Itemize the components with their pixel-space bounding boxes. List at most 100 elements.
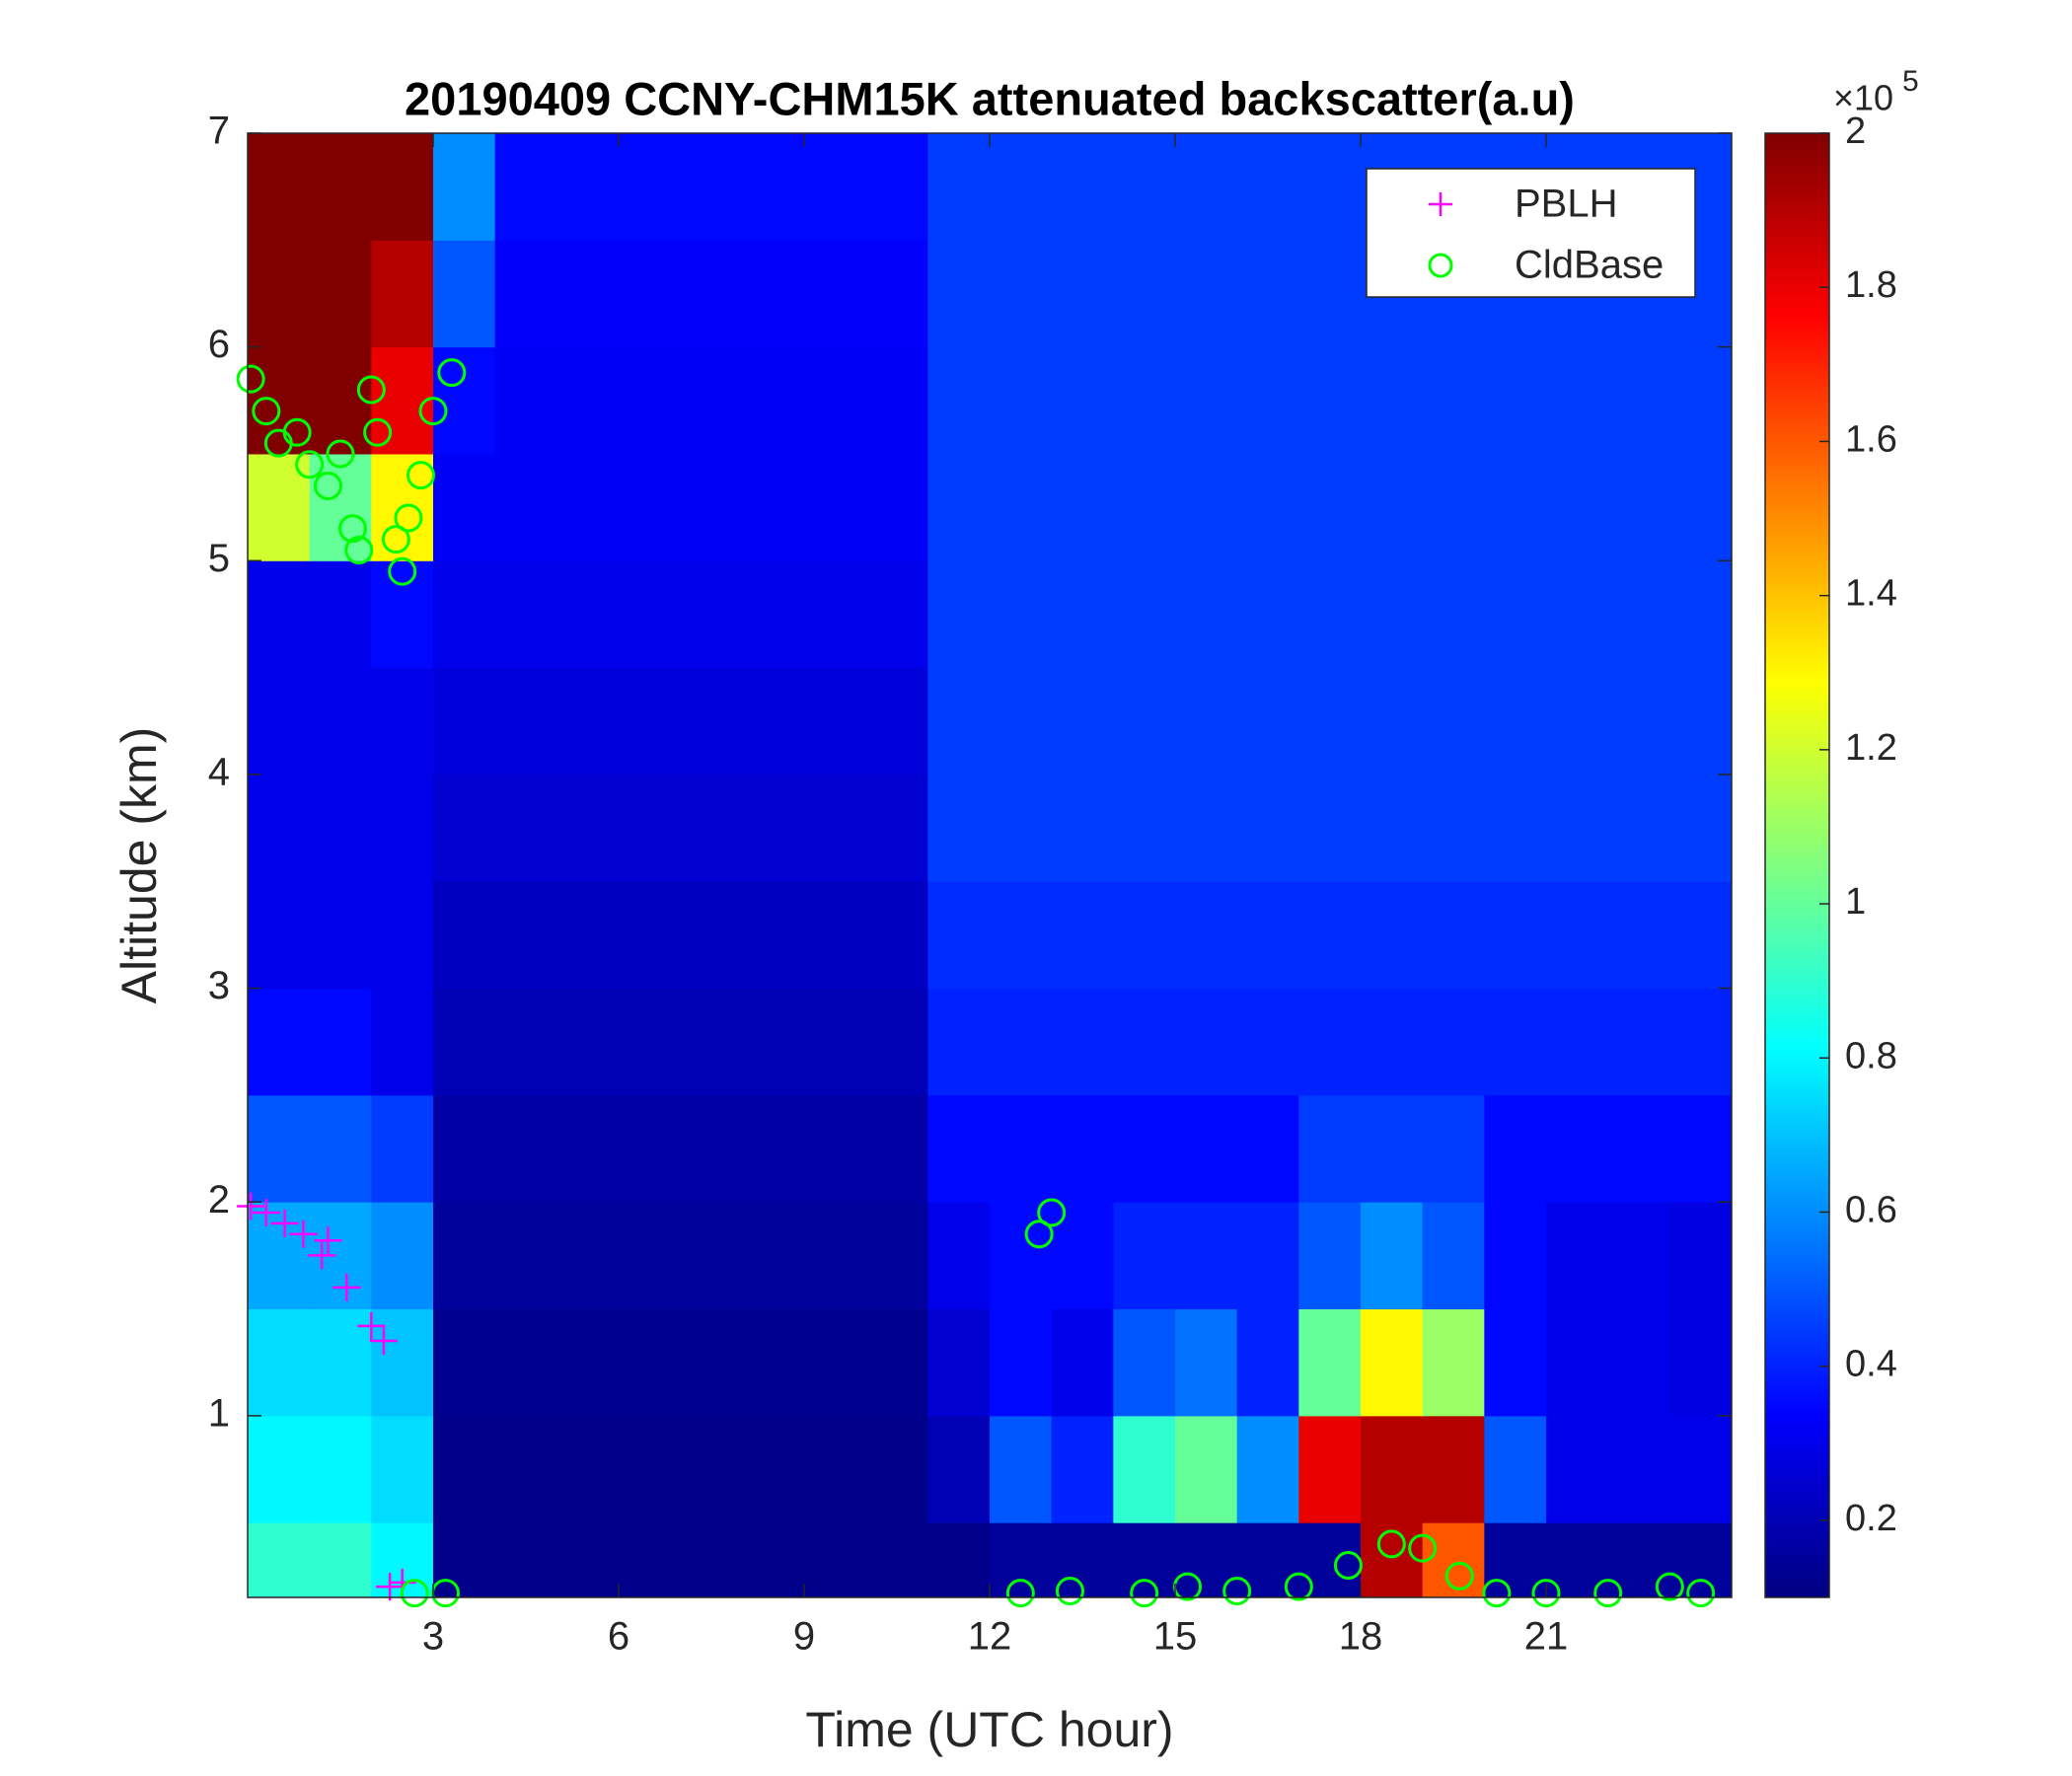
heatmap-cell: [680, 453, 743, 561]
heatmap-cell: [680, 667, 743, 776]
heatmap-cell: [742, 881, 805, 990]
heatmap-cell: [1051, 1094, 1114, 1203]
heatmap-cell: [990, 774, 1053, 882]
cldbase-marker: [1333, 1551, 1363, 1581]
heatmap-cell: [1607, 1308, 1670, 1417]
heatmap-cell: [1607, 1094, 1670, 1203]
heatmap-cell: [742, 1415, 805, 1523]
heatmap-cell: [1236, 133, 1299, 241]
heatmap-cell: [927, 346, 991, 455]
heatmap-cell: [1298, 133, 1362, 241]
heatmap-cell: [1422, 1094, 1485, 1203]
heatmap-cell: [1236, 560, 1299, 669]
cldbase-marker: [1686, 1579, 1716, 1608]
heatmap-cell: [309, 1522, 372, 1597]
heatmap-cell: [309, 240, 372, 348]
heatmap-cell: [804, 1308, 867, 1417]
heatmap-cell: [371, 988, 434, 1096]
heatmap-cell: [1236, 774, 1299, 882]
heatmap-cell: [1361, 1308, 1424, 1417]
cldbase-marker: [388, 556, 417, 586]
heatmap-cell: [990, 346, 1053, 455]
heatmap-cell: [1422, 1415, 1485, 1523]
heatmap-cell: [1236, 1094, 1299, 1203]
heatmap-cell: [1669, 774, 1732, 882]
heatmap-cell: [619, 1522, 682, 1597]
heatmap-cell: [1051, 560, 1114, 669]
x-tick-label: 9: [793, 1615, 815, 1659]
heatmap-cell: [494, 774, 557, 882]
heatmap-cell: [927, 667, 991, 776]
heatmap-cell: [1669, 1202, 1732, 1310]
colorbar-tick-label: 1: [1845, 881, 1866, 923]
heatmap-cell: [927, 560, 991, 669]
heatmap-cell: [433, 240, 496, 348]
colorbar-tick-label: 0.2: [1845, 1498, 1897, 1539]
heatmap-cell: [865, 1308, 928, 1417]
y-tick-label: 5: [208, 537, 230, 580]
heatmap-cell: [742, 667, 805, 776]
cldbase-marker: [1284, 1572, 1313, 1601]
cldbase-marker: [1005, 1579, 1035, 1608]
heatmap-cell: [990, 667, 1053, 776]
y-tick-label: 6: [208, 323, 230, 366]
heatmap-cell: [1175, 667, 1238, 776]
heatmap-cell: [371, 774, 434, 882]
heatmap-cell: [1484, 1094, 1547, 1203]
pblh-marker: [376, 1573, 405, 1601]
heatmap-cell: [1051, 1202, 1114, 1310]
heatmap-cell: [309, 133, 372, 241]
heatmap-cell: [804, 988, 867, 1096]
heatmap-cell: [990, 1202, 1053, 1310]
heatmap-cell: [1669, 1415, 1732, 1523]
x-tick-label: 15: [1153, 1615, 1198, 1659]
heatmap-cell: [865, 453, 928, 561]
cldbase-marker: [1428, 253, 1453, 278]
heatmap-cell: [1422, 667, 1485, 776]
heatmap-cell: [371, 1094, 434, 1203]
heatmap-cell: [804, 1202, 867, 1310]
heatmap-cell: [371, 1415, 434, 1523]
heatmap-cell: [1298, 988, 1362, 1096]
heatmap-cell: [865, 1094, 928, 1203]
heatmap-cell: [1361, 667, 1424, 776]
cldbase-marker: [406, 461, 435, 490]
heatmap-cell: [865, 881, 928, 990]
heatmap-cell: [433, 1415, 496, 1523]
heatmap-cell: [556, 240, 620, 348]
heatmap-cell: [1236, 346, 1299, 455]
heatmap-cell: [927, 881, 991, 990]
cldbase-marker: [344, 535, 374, 564]
heatmap-cell: [1175, 133, 1238, 241]
heatmap-cell: [309, 1415, 372, 1523]
heatmap-cell: [433, 774, 496, 882]
pblh-marker: [252, 1199, 280, 1227]
heatmap-cell: [742, 240, 805, 348]
heatmap-cell: [1298, 1522, 1362, 1597]
heatmap-cell: [1361, 881, 1424, 990]
heatmap-cell: [1175, 560, 1238, 669]
x-tick-label: 6: [608, 1615, 629, 1659]
colorbar-tick-label: 1.6: [1845, 418, 1897, 460]
pblh-marker: [289, 1220, 318, 1248]
heatmap-cell: [1236, 881, 1299, 990]
heatmap-cell: [865, 560, 928, 669]
heatmap-cell: [1113, 1522, 1176, 1597]
cldbase-marker: [363, 417, 393, 447]
heatmap: [248, 133, 1732, 1597]
heatmap-cell: [680, 988, 743, 1096]
heatmap-cell: [1669, 1094, 1732, 1203]
heatmap-cell: [742, 453, 805, 561]
heatmap-cell: [927, 1415, 991, 1523]
heatmap-cell: [1546, 1094, 1609, 1203]
heatmap-cell: [680, 881, 743, 990]
cldbase-marker: [326, 439, 355, 469]
heatmap-cell: [1113, 881, 1176, 990]
heatmap-cell: [248, 1522, 311, 1597]
heatmap-cell: [1051, 133, 1114, 241]
heatmap-cell: [1051, 240, 1114, 348]
heatmap-cell: [865, 1202, 928, 1310]
cldbase-marker: [252, 397, 281, 426]
heatmap-cell: [1361, 453, 1424, 561]
heatmap-cell: [619, 1415, 682, 1523]
